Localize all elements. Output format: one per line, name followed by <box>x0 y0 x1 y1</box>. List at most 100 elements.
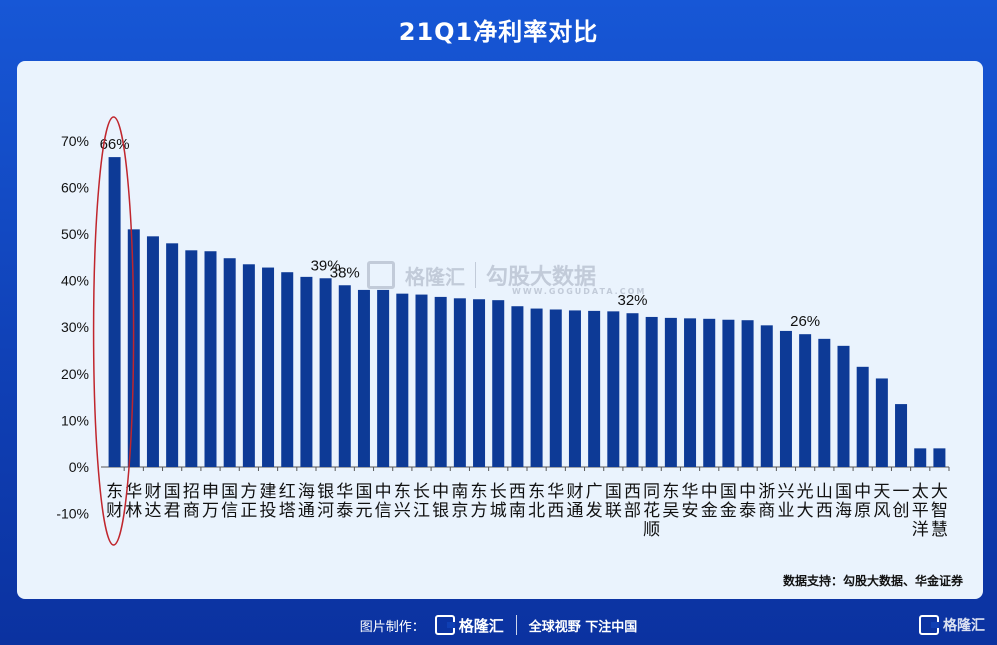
category-label-国君: 君 <box>164 501 181 521</box>
category-label-方正: 方 <box>240 482 257 502</box>
bar-方正 <box>242 264 255 467</box>
category-label-西南: 南 <box>509 501 526 521</box>
category-label-南京: 南 <box>451 482 468 502</box>
y-tick-label: 20% <box>61 366 89 382</box>
category-label-东方: 东 <box>471 482 488 502</box>
category-label-广发: 广 <box>586 482 603 502</box>
bar-南京 <box>453 298 466 467</box>
category-label-财通: 通 <box>566 501 583 521</box>
watermark-logo-icon <box>367 261 395 289</box>
category-label-中金: 中 <box>701 482 718 502</box>
category-label-财达: 达 <box>144 501 161 521</box>
bar-山西 <box>818 338 831 467</box>
bar-中金 <box>703 318 716 467</box>
category-label-华泰: 泰 <box>336 501 353 521</box>
bar-红塔 <box>281 272 294 467</box>
y-tick-label: 40% <box>61 273 89 289</box>
data-label: 32% <box>617 292 647 309</box>
category-label-同花顺: 同 <box>643 482 660 502</box>
bar-中原 <box>856 366 869 467</box>
footer: 图片制作： 格隆汇 全球视野 下注中国 <box>0 605 997 645</box>
category-label-一创: 创 <box>893 501 910 521</box>
bar-东财 <box>108 157 121 468</box>
data-label: 26% <box>790 313 820 330</box>
category-label-东财: 财 <box>106 501 123 521</box>
corner-logo: 格隆汇 <box>919 615 985 635</box>
corner-logo-icon <box>919 615 939 635</box>
category-label-华安: 安 <box>682 501 699 521</box>
category-label-国海: 海 <box>835 501 852 521</box>
category-label-西南: 西 <box>509 482 526 502</box>
category-label-中银: 银 <box>432 501 449 521</box>
category-label-光大: 光 <box>797 482 814 502</box>
bar-大智慧 <box>933 448 946 467</box>
category-label-广发: 发 <box>586 501 603 521</box>
category-label-海通: 通 <box>298 501 315 521</box>
category-label-华西: 华 <box>547 482 564 502</box>
bar-国金 <box>722 319 735 467</box>
bar-国君 <box>166 243 179 467</box>
bar-中银 <box>434 296 447 467</box>
bar-长江 <box>415 294 428 467</box>
category-label-东财: 东 <box>106 482 123 502</box>
category-label-东北: 北 <box>528 501 545 521</box>
footer-made-by: 图片制作： <box>359 619 425 635</box>
watermark-divider <box>475 262 476 288</box>
category-label-招商: 商 <box>183 501 200 521</box>
bar-同花顺 <box>645 316 658 467</box>
chart-panel: 格隆汇 勾股大数据 WWW.GOGUDATA.COM -10% 0% 10% 20% 3… <box>17 61 983 599</box>
category-label-大智慧: 智 <box>931 501 948 521</box>
bar-东北 <box>530 308 543 467</box>
footer-logo: 格隆汇 <box>434 615 504 636</box>
bar-建投 <box>262 267 275 467</box>
category-label-财达: 财 <box>144 482 161 502</box>
y-tick-label: 30% <box>61 319 89 335</box>
category-label-天风: 天 <box>873 482 890 502</box>
bar-西南 <box>511 306 524 467</box>
bar-兴业 <box>779 330 792 467</box>
bar-太平洋 <box>914 448 927 467</box>
bar-西部 <box>626 313 639 467</box>
bar-东方 <box>473 299 486 467</box>
category-label-中金: 金 <box>701 501 718 521</box>
y-tick-label: 0% <box>69 459 89 475</box>
category-label-招商: 招 <box>183 482 200 502</box>
watermark-url: WWW.GOGUDATA.COM <box>512 287 647 296</box>
category-label-兴业: 业 <box>777 501 794 521</box>
y-tick-label: 70% <box>61 133 89 149</box>
category-label-南京: 京 <box>451 501 468 521</box>
corner-logo-text: 格隆汇 <box>943 618 985 634</box>
chart-title: 21Q1净利率对比 <box>398 18 599 46</box>
category-label-长江: 长 <box>413 482 430 502</box>
category-label-国联: 联 <box>605 501 622 521</box>
category-label-国信: 国 <box>221 482 238 502</box>
category-label-中信: 中 <box>375 482 392 502</box>
category-label-中原: 原 <box>854 501 871 521</box>
footer-divider <box>515 615 517 635</box>
bar-天风 <box>875 378 888 467</box>
category-label-建投: 投 <box>260 501 277 521</box>
category-label-华西: 西 <box>547 501 564 521</box>
category-label-东吴: 吴 <box>662 501 679 521</box>
bar-东吴 <box>664 317 677 467</box>
category-label-东兴: 东 <box>394 482 411 502</box>
bar-华泰 <box>338 285 351 467</box>
bar-广发 <box>588 310 601 467</box>
footer-brand: 格隆汇 <box>458 616 504 635</box>
bar-一创 <box>895 404 908 467</box>
category-label-华林: 华 <box>125 482 142 502</box>
category-label-中银: 中 <box>432 482 449 502</box>
bar-长城 <box>492 300 505 467</box>
category-label-大智慧: 大 <box>931 482 948 502</box>
bar-国联 <box>607 311 620 467</box>
bar-国元 <box>357 289 370 467</box>
category-label-中信: 信 <box>375 501 392 521</box>
watermark-brand: 格隆汇 <box>405 264 465 289</box>
category-label-一创: 一 <box>893 482 910 502</box>
bar-国海 <box>837 345 850 467</box>
category-label-大智慧: 慧 <box>931 520 948 540</box>
category-label-光大: 大 <box>797 501 814 521</box>
bar-浙商 <box>760 325 773 467</box>
bar-招商 <box>185 250 198 467</box>
category-label-山西: 西 <box>816 501 833 521</box>
